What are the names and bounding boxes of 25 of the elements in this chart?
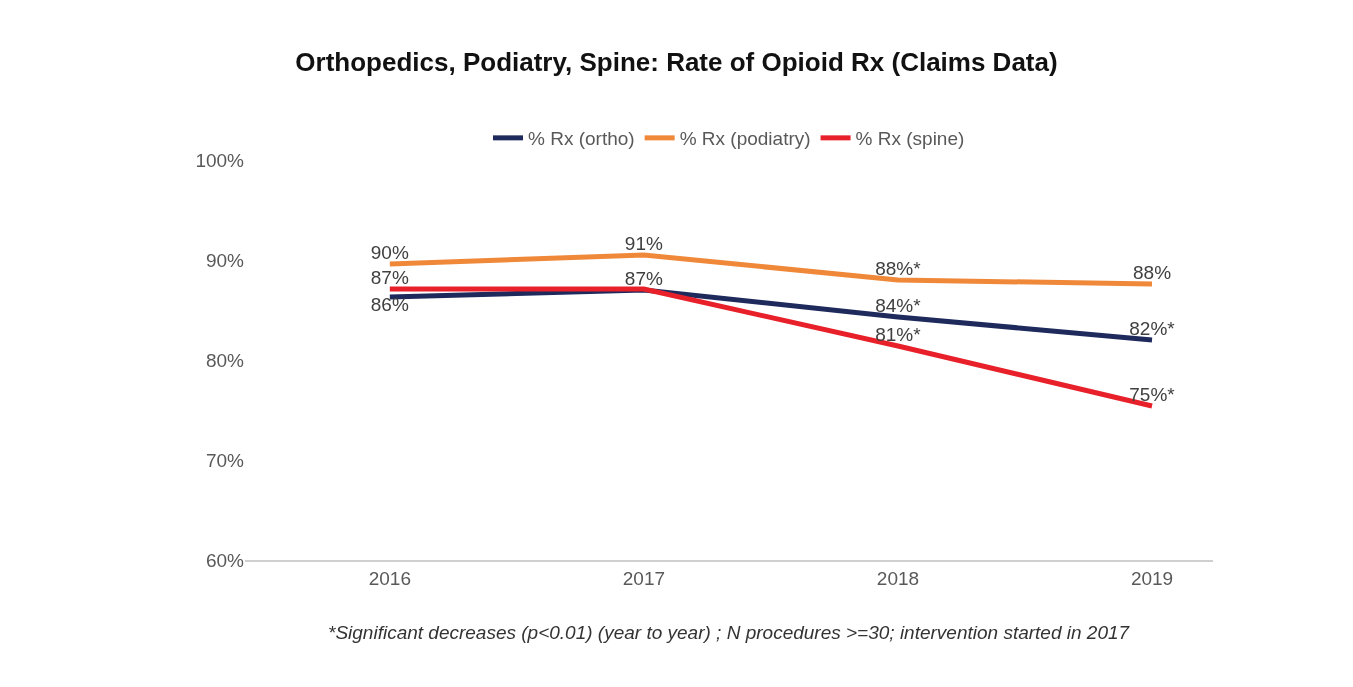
chart-title: Orthopedics, Podiatry, Spine: Rate of Opioid Rx (Claims Data)	[295, 46, 1058, 77]
legend-label: % Rx (ortho)	[528, 128, 635, 150]
data-label: 88%*	[875, 258, 922, 280]
y-tick-label: 70%	[205, 449, 245, 471]
x-tick-label: 2017	[622, 567, 666, 589]
y-tick-label: 100%	[195, 149, 245, 171]
data-label: 75%*	[1129, 384, 1176, 406]
legend-label: % Rx (podiatry)	[679, 128, 811, 150]
x-tick-label: 2019	[1130, 567, 1174, 589]
legend-label: % Rx (spine)	[855, 128, 965, 150]
data-label: 87%	[624, 268, 664, 290]
data-label: 82%*	[1129, 318, 1176, 340]
y-tick-label: 90%	[205, 249, 245, 271]
y-tick-label: 60%	[205, 549, 245, 571]
y-tick-label: 80%	[205, 349, 245, 371]
text: *Significant decreases (p<0.01) (year to year) ; N procedures >=30; intervention started in 2017	[328, 622, 1131, 643]
data-label: 90%	[370, 242, 409, 264]
data-label: 91%	[624, 233, 664, 255]
x-tick-label: 2016	[368, 567, 411, 589]
data-label: 84%*	[875, 295, 922, 317]
data-label: 88%	[1133, 262, 1172, 284]
data-label: 81%*	[875, 324, 922, 346]
data-label: 86%	[370, 294, 409, 316]
data-label: 87%	[370, 267, 409, 289]
x-tick-label: 2018	[876, 567, 920, 589]
